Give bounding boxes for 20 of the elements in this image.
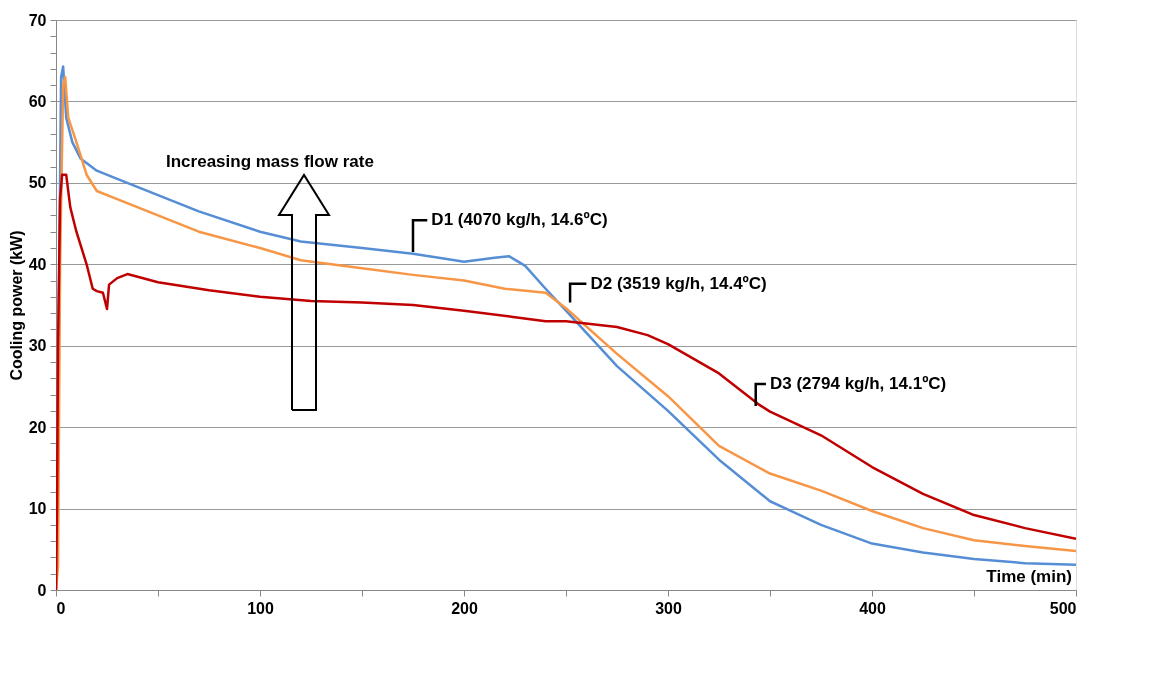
series-label: D3 (2794 kg/h, 14.1ºC) xyxy=(770,373,947,393)
x-tick-label: 100 xyxy=(247,599,274,617)
y-tick-label: 0 xyxy=(37,581,47,599)
y-axis-title: Cooling power (kW) xyxy=(7,230,25,381)
y-tick-label: 40 xyxy=(28,255,47,273)
x-tick-label: 200 xyxy=(451,599,478,617)
x-tick-label: 400 xyxy=(859,599,886,617)
y-tick-label: 20 xyxy=(28,418,47,436)
x-tick-label: 0 xyxy=(56,599,66,617)
x-tick-label: 500 xyxy=(1049,599,1077,617)
series-label: D1 (4070 kg/h, 14.6ºC) xyxy=(431,210,608,230)
x-tick-label: 300 xyxy=(655,599,682,617)
y-tick-label: 30 xyxy=(28,337,47,355)
annotation: Increasing mass flow rate xyxy=(166,152,374,171)
y-tick-label: 60 xyxy=(28,92,47,110)
series-label: D2 (3519 kg/h, 14.4ºC) xyxy=(590,273,767,293)
y-tick-label: 10 xyxy=(28,500,47,518)
y-tick-label: 70 xyxy=(28,11,47,29)
y-tick-label: 50 xyxy=(28,174,47,192)
x-axis-title: Time (min) xyxy=(986,567,1072,586)
